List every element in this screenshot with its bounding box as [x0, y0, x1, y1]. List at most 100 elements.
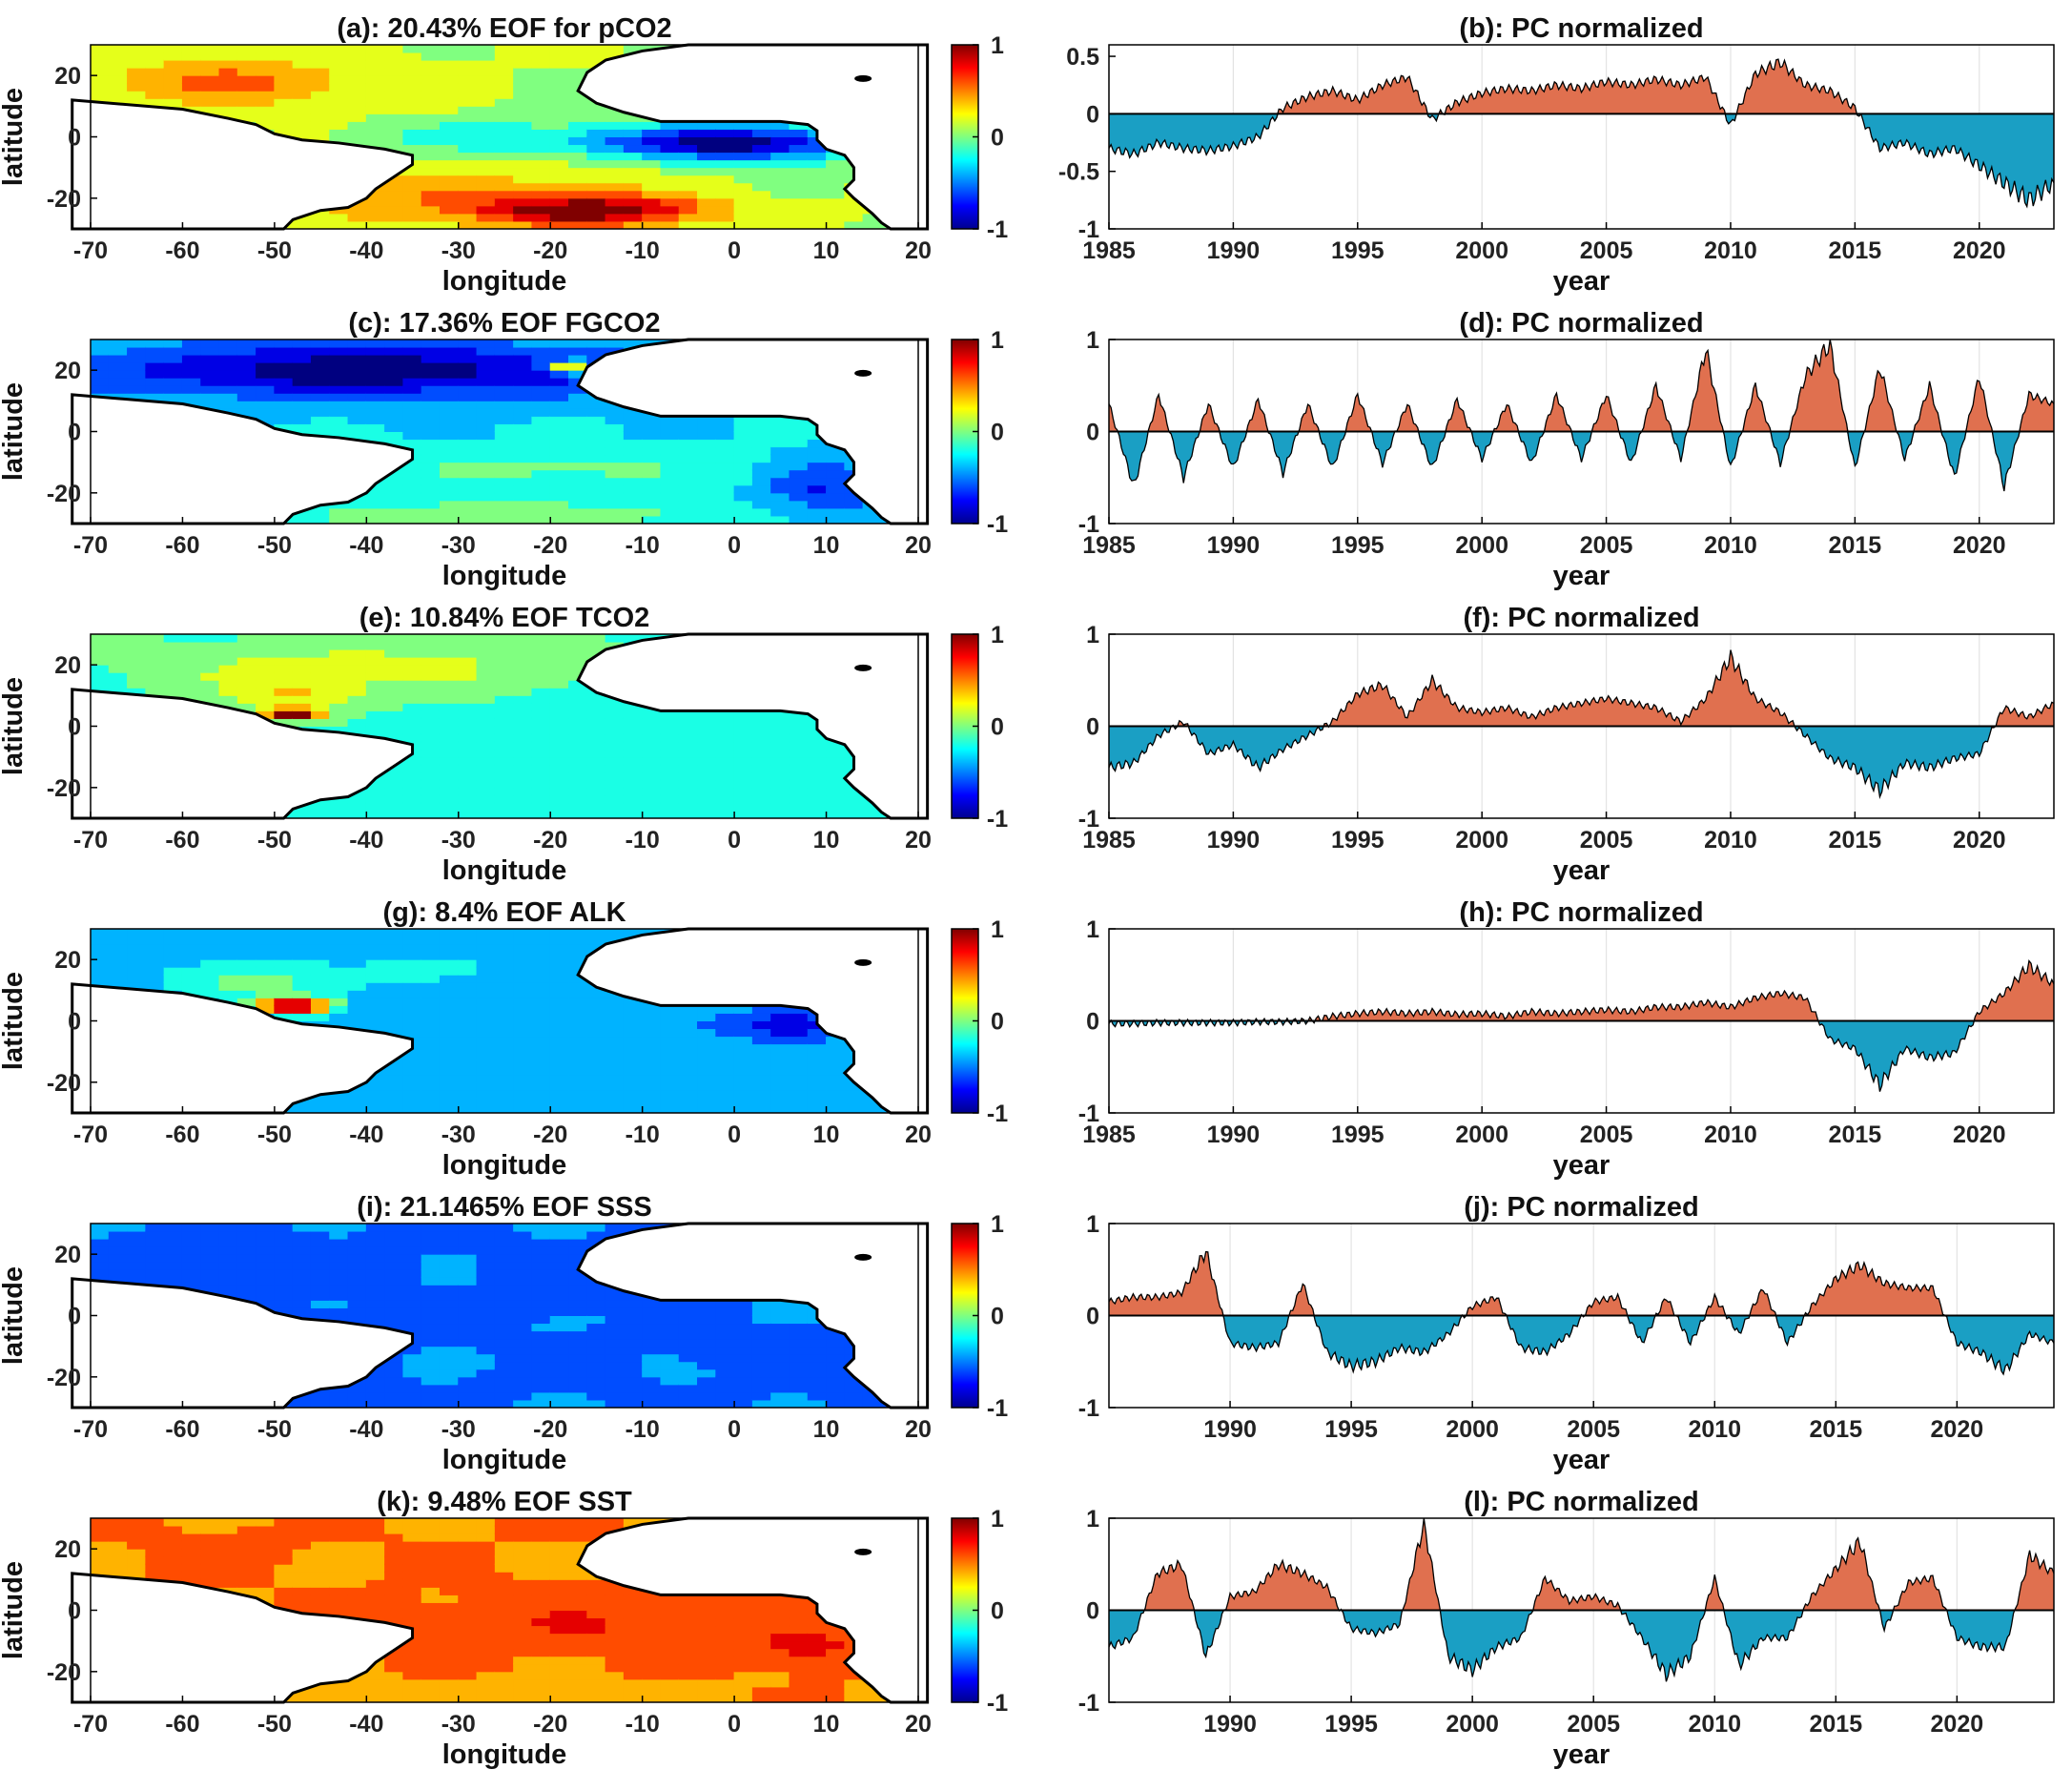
field-cell [568, 648, 588, 658]
field-cell [660, 182, 680, 192]
field-cell [623, 120, 644, 130]
field-cell [494, 1081, 515, 1091]
x-tick-label: 1985 [1082, 827, 1136, 854]
field-cell [586, 633, 606, 643]
field-cell [236, 694, 257, 704]
field-cell [476, 120, 496, 130]
field-cell [494, 648, 515, 658]
field-cell [568, 756, 588, 766]
field-cell [623, 756, 644, 766]
field-cell [458, 97, 478, 107]
x-tick-label: 2020 [1953, 827, 2006, 854]
field-cell [733, 197, 753, 207]
field-cell [549, 997, 570, 1006]
field-cell [163, 51, 183, 61]
field-cell [163, 82, 183, 92]
field-cell [605, 439, 625, 448]
field-cell [421, 1066, 441, 1076]
field-cell [402, 981, 422, 991]
field-cell [513, 687, 533, 696]
field-cell [181, 981, 202, 991]
field-cell [256, 966, 276, 976]
field-cell [660, 794, 680, 804]
field-cell [513, 679, 533, 689]
field-cell [458, 431, 478, 441]
field-cell [531, 764, 551, 773]
y-tick-label: 20 [54, 63, 81, 90]
field-cell [642, 182, 662, 192]
field-cell [789, 205, 809, 215]
field-cell [310, 1306, 331, 1316]
field-cell [623, 205, 644, 215]
field-cell [458, 484, 478, 494]
field-cell [292, 400, 312, 409]
field-cell [697, 1081, 717, 1091]
field-cell [715, 749, 735, 758]
field-cell [365, 810, 386, 819]
field-cell [292, 59, 312, 69]
field-cell [329, 633, 349, 643]
field-cell [181, 51, 202, 61]
field-cell [218, 943, 238, 953]
field-cell [494, 339, 515, 348]
field-cell [421, 167, 441, 176]
field-cell [568, 462, 588, 471]
field-cell [697, 802, 717, 812]
field-cell [697, 779, 717, 789]
field-cell [402, 492, 422, 502]
field-cell [181, 377, 202, 386]
field-cell [770, 500, 790, 509]
field-cell [347, 377, 367, 386]
field-cell [733, 749, 753, 758]
field-cell [329, 384, 349, 394]
field-cell [494, 113, 515, 122]
field-cell [329, 400, 349, 409]
field-cell [494, 469, 515, 479]
field-cell [310, 59, 331, 69]
field-cell [347, 354, 367, 363]
field-cell [163, 1245, 183, 1255]
field-cell [807, 500, 828, 509]
field-cell [770, 120, 790, 130]
field-cell [256, 346, 276, 356]
field-cell [439, 1028, 460, 1038]
field-cell [568, 205, 588, 215]
field-cell [623, 1066, 644, 1076]
field-cell [568, 469, 588, 479]
field-cell [807, 794, 828, 804]
field-cell [660, 1012, 680, 1021]
field-cell [365, 1020, 386, 1030]
field-cell [623, 190, 644, 199]
field-cell [365, 1104, 386, 1114]
field-cell [789, 1104, 809, 1114]
field-cell [549, 1104, 570, 1114]
field-cell [789, 802, 809, 812]
positive-area-d [1109, 339, 2054, 432]
field-cell [807, 454, 828, 463]
field-cell [310, 1299, 331, 1308]
field-cell [494, 159, 515, 169]
y-tick-label: 1 [1086, 622, 1099, 648]
field-cell [733, 726, 753, 735]
field-cell [568, 679, 588, 689]
field-cell [807, 462, 828, 471]
field-cell [292, 339, 312, 348]
field-cell [513, 484, 533, 494]
field-cell [402, 802, 422, 812]
field-cell [458, 717, 478, 727]
field-cell [181, 67, 202, 76]
field-cell [733, 167, 753, 176]
field-cell [678, 454, 699, 463]
field-cell [568, 787, 588, 796]
field-cell [605, 152, 625, 161]
field-cell [439, 507, 460, 517]
field-cell [145, 1261, 165, 1270]
field-cell [402, 1104, 422, 1114]
field-cell [476, 354, 496, 363]
field-cell [826, 492, 846, 502]
field-cell [256, 67, 276, 76]
field-cell [181, 648, 202, 658]
x-tick-label: -60 [165, 532, 199, 559]
field-cell [770, 182, 790, 192]
field-cell [200, 1245, 220, 1255]
